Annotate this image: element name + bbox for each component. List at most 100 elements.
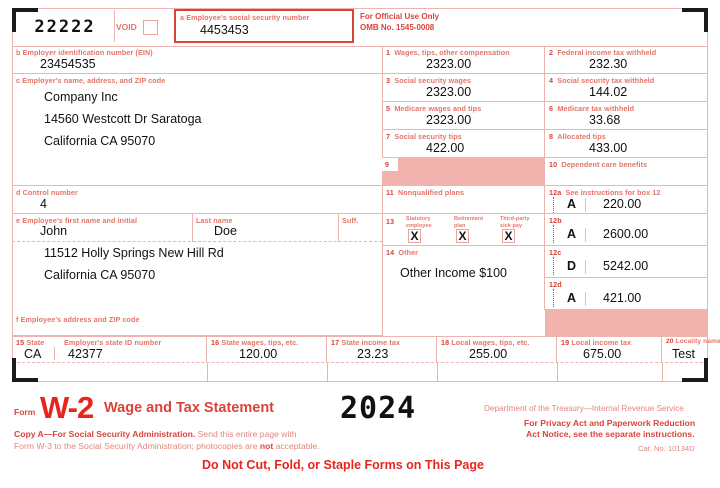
- box-4-value: 144.02: [589, 85, 628, 99]
- rule-below-state-row: [12, 362, 708, 363]
- box-14-value: Other Income $100: [400, 266, 508, 280]
- rule-below-top-strip: [12, 46, 708, 47]
- box-12b-code: A: [567, 227, 577, 241]
- footer-copy-rest: Send this entire page with: [195, 429, 297, 439]
- box-12a-code: A: [567, 197, 577, 211]
- box-18-local-wages[interactable]: 18 Local wages, tips, etc. 255.00: [437, 336, 557, 362]
- box-3-label: Social security wages: [394, 76, 472, 85]
- box-16-label: State wages, tips, etc.: [221, 338, 299, 347]
- box-6-value: 33.68: [589, 113, 621, 127]
- employer-street: 14560 Westcott Dr Saratoga: [44, 112, 202, 126]
- box-b-ein[interactable]: b Employer identification number (EIN) 2…: [12, 46, 382, 74]
- box-19-label: Local income tax: [571, 338, 632, 347]
- box-14-other[interactable]: 14 Other Other Income $100: [382, 246, 545, 310]
- box-9-number: 9: [385, 160, 390, 169]
- box-12a-label: See instructions for box 12: [565, 188, 661, 197]
- box-19-number: 19: [561, 338, 570, 347]
- box-6-medicare-tax[interactable]: 6 Medicare tax withheld 33.68: [545, 102, 708, 130]
- rule-below-employee-name: [12, 241, 382, 242]
- box-12c-number: 12c: [549, 248, 562, 257]
- box-4-number: 4: [549, 76, 554, 85]
- box-a-value: 4453453: [200, 23, 249, 37]
- box-a-label: a Employee's social security number: [180, 13, 310, 22]
- box-e-suffix[interactable]: Suff.: [338, 214, 382, 242]
- box-e-last-name[interactable]: Last name Doe: [192, 214, 338, 242]
- box-a-ssn[interactable]: a Employee's social security number 4453…: [174, 9, 354, 43]
- box-12c[interactable]: 12c D 5242.00: [545, 246, 708, 278]
- footer-copy-line2c: acceptable.: [273, 441, 320, 451]
- box-19-local-income-tax[interactable]: 19 Local income tax 675.00: [557, 336, 662, 362]
- box-3-ss-wages[interactable]: 3 Social security wages 2323.00: [382, 74, 545, 102]
- footer-form-title: Wage and Tax Statement: [104, 400, 275, 416]
- box-2-value: 232.30: [589, 57, 628, 71]
- box-13-checkboxes[interactable]: 13 Statutory employee X Retirement plan …: [382, 214, 545, 246]
- box-16-state-wages[interactable]: 16 State wages, tips, etc. 120.00: [207, 336, 327, 362]
- divider-blank-state-2: [327, 362, 328, 382]
- box-15-number: 15: [16, 338, 25, 347]
- void-checkbox[interactable]: [142, 19, 158, 35]
- footer-cat-no: Cat. No. 10134D: [638, 444, 695, 453]
- box-15-state[interactable]: 15 State Employer's state ID number CA 4…: [12, 336, 207, 362]
- box-13-statutory-label-l1: Statutory: [406, 216, 431, 222]
- box-b-label: b Employer identification number (EIN): [16, 48, 153, 57]
- box-8-allocated-tips[interactable]: 8 Allocated tips 433.00: [545, 130, 708, 158]
- box-13-thirdparty-label-l2: sick pay: [500, 222, 523, 229]
- footer-copy-line1: Copy A—For Social Security Administratio…: [14, 424, 297, 442]
- employer-city-state-zip: California CA 95070: [44, 134, 156, 148]
- box-12d-number: 12d: [549, 280, 562, 289]
- box-20-number: 20: [666, 338, 674, 345]
- box-2-number: 2: [549, 48, 554, 57]
- box-13-thirdparty-label-l1: Third-party: [500, 216, 530, 222]
- box-12b[interactable]: 12b A 2600.00: [545, 214, 708, 246]
- box-13-thirdparty-checkbox[interactable]: X: [502, 229, 515, 243]
- employer-name: Company Inc: [44, 90, 118, 104]
- box-12b-value: 2600.00: [603, 227, 649, 241]
- box-1-wages[interactable]: 1 Wages, tips, other compensation 2323.0…: [382, 46, 545, 74]
- divider-last-suffix: [338, 214, 339, 242]
- void-field[interactable]: VOID: [116, 12, 172, 42]
- box-11-nonqualified-plans[interactable]: 11 Nonqualified plans: [382, 186, 545, 214]
- box-e-last-name-label: Last name: [196, 216, 233, 225]
- box-c-employer[interactable]: c Employer's name, address, and ZIP code…: [12, 74, 382, 186]
- box-12c-code: D: [567, 259, 577, 273]
- box-d-control-number[interactable]: d Control number 4: [12, 186, 382, 214]
- box-12a-value: 220.00: [603, 197, 642, 211]
- box-12a-number: 12a: [549, 188, 562, 197]
- box-10-dependent-care[interactable]: 10 Dependent care benefits: [545, 158, 708, 186]
- box-5-medicare-wages[interactable]: 5 Medicare wages and tips 2323.00: [382, 102, 545, 130]
- box-18-number: 18: [441, 338, 450, 347]
- divider-first-last: [192, 214, 193, 242]
- divider-blank-state-3: [437, 362, 438, 382]
- footer-copy-line2a: Form W-3 to the Social Security Administ…: [14, 441, 260, 451]
- w2-form-frame: [12, 8, 708, 382]
- box-17-state-income-tax[interactable]: 17 State income tax 23.23: [327, 336, 437, 362]
- box-d-label: d Control number: [16, 188, 78, 197]
- box-8-number: 8: [549, 132, 554, 141]
- box-15-state-value: CA: [24, 347, 42, 361]
- box-12a[interactable]: 12a See instructions for box 12 A 220.00: [545, 186, 708, 214]
- employee-address-line1: 11512 Holly Springs New Hill Rd: [44, 246, 224, 260]
- box-7-number: 7: [386, 132, 391, 141]
- box-12d[interactable]: 12d A 421.00: [545, 278, 708, 310]
- box-13-retirement-checkbox[interactable]: X: [456, 229, 469, 243]
- box-17-number: 17: [331, 338, 340, 347]
- box-13-number: 13: [386, 217, 395, 226]
- footer-form-word: Form: [14, 407, 36, 417]
- divider-blank-state-1: [207, 362, 208, 382]
- box-10-label: Dependent care benefits: [561, 160, 648, 169]
- box-18-label: Local wages, tips, etc.: [451, 338, 530, 347]
- box-14-number: 14: [386, 248, 395, 257]
- employee-address-block[interactable]: 11512 Holly Springs New Hill Rd Californ…: [12, 242, 382, 310]
- box-4-ss-tax[interactable]: 4 Social security tax withheld 144.02: [545, 74, 708, 102]
- box-2-federal-tax[interactable]: 2 Federal income tax withheld 232.30: [545, 46, 708, 74]
- void-label: VOID: [116, 22, 137, 32]
- footer-copy-line2b: not: [259, 441, 274, 451]
- box-20-locality-name[interactable]: 20 Locality name Test: [662, 336, 720, 362]
- box-20-label: Locality name: [675, 338, 720, 345]
- box-f-label: f Employee's address and ZIP code: [16, 315, 140, 324]
- box-e-first-name-value: John: [40, 224, 68, 238]
- box-e-first-name[interactable]: e Employee's first name and initial John: [12, 214, 192, 242]
- box-7-ss-tips[interactable]: 7 Social security tips 422.00: [382, 130, 545, 158]
- box-13-statutory-checkbox[interactable]: X: [408, 229, 421, 243]
- box-f-employee-address[interactable]: f Employee's address and ZIP code: [12, 310, 382, 336]
